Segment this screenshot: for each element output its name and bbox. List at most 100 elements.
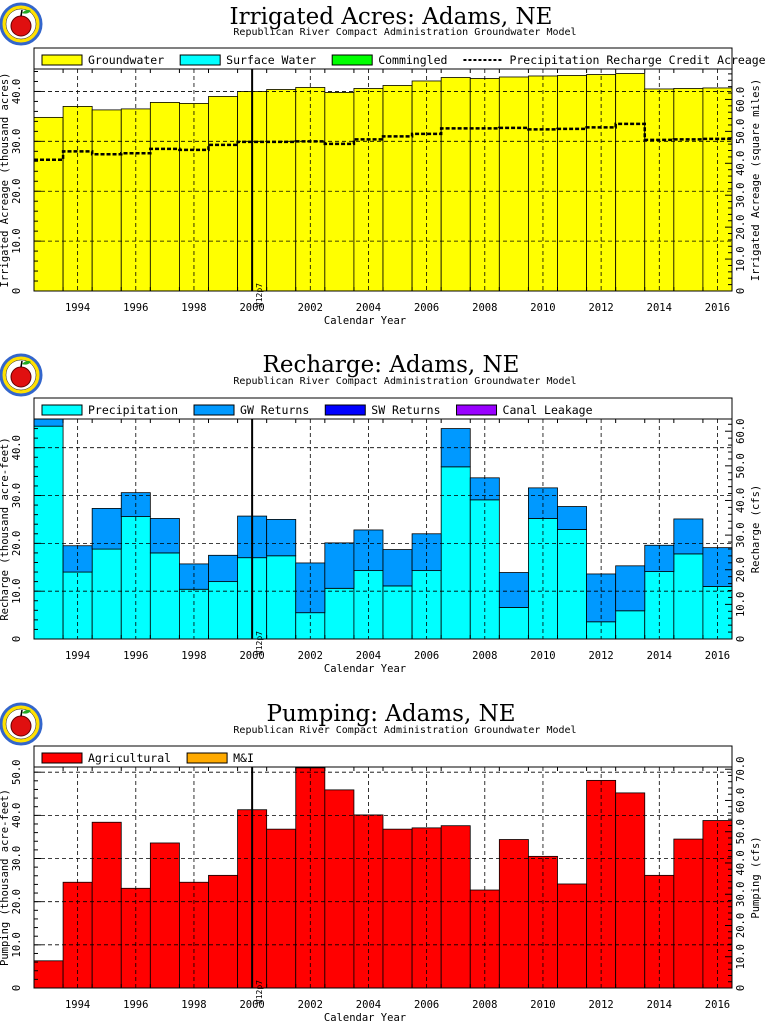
bar-1993 [33, 418, 64, 427]
x-tick-label: 2012 [588, 999, 613, 1011]
bar-1997 [149, 552, 180, 640]
logo-leaf [22, 709, 31, 714]
legend-label: GW Returns [240, 403, 309, 417]
y-tick-label: 30.0 [11, 483, 23, 508]
x-axis-label: Calendar Year [324, 1012, 406, 1024]
y2-tick-label: 20.0 [735, 214, 747, 239]
legend-swatch [41, 752, 83, 764]
bar-2015 [673, 518, 704, 555]
series-gw-returns [33, 418, 733, 623]
x-tick-label: 2006 [414, 650, 439, 662]
legend-entry: Canal Leakage [456, 403, 593, 417]
y2-tick-label: 60.0 [735, 788, 747, 813]
legend-swatch [186, 752, 228, 764]
y-tick-label-zero: 0 [11, 985, 23, 991]
x-tick-label: 1998 [181, 999, 206, 1011]
legend-swatch [324, 404, 366, 416]
legend-label: Groundwater [88, 53, 164, 67]
y-axis-right: 0 10.0 20.0 30.0 40.0 50.0 60.0 70.0 Pumping (cf… [725, 757, 762, 991]
legend-label: SW Returns [371, 403, 440, 417]
y-axis-right: 0 10.0 20.0 30.0 40.0 50.0 60.0 Recharge (cfs) [725, 419, 762, 642]
bar-2007 [440, 825, 471, 989]
y2-tick-label-zero: 0 [735, 288, 747, 294]
x-axis-label: Calendar Year [324, 663, 406, 675]
bar-2005 [382, 828, 413, 989]
legend-swatch [179, 54, 221, 66]
logo-icon [0, 353, 43, 397]
bar-2009 [498, 572, 529, 608]
x-tick-label: 2000 [239, 302, 264, 314]
y-tick-label: 20.0 [11, 179, 23, 204]
legend-swatch [193, 404, 235, 416]
y-tick-label: 40.0 [11, 803, 23, 828]
x-tick-label: 1994 [65, 999, 90, 1011]
x-tick-label: 2010 [530, 999, 555, 1011]
bar-2015 [673, 553, 704, 640]
x-axis: 1994 1996 1998 2000 2002 2004 2006 2008 2010 2012… [33, 419, 733, 675]
y2-tick-label: 30.0 [735, 183, 747, 208]
x-tick-label: 1996 [123, 302, 148, 314]
bar-1993 [33, 960, 64, 989]
y2-tick-label: 60.0 [735, 87, 747, 112]
bar-2007 [440, 466, 471, 640]
x-tick-label: 2002 [298, 302, 323, 314]
chart-title: Irrigated Acres: Adams, NE [230, 4, 553, 30]
bar-2009 [498, 607, 529, 640]
bar-1996 [120, 108, 151, 292]
legend-label: Precipitation [88, 403, 178, 417]
legend-swatch [41, 54, 83, 66]
bar-2011 [557, 883, 587, 989]
legend-entry: Precipitation [41, 403, 178, 417]
y2-tick-label-zero: 0 [735, 636, 747, 642]
y2-tick-label: 50.0 [735, 119, 747, 144]
version-marker-label: V12p7 [255, 283, 264, 307]
legend-entry: M&I [186, 751, 254, 765]
bar-2011 [557, 75, 587, 292]
bar-1993 [33, 116, 64, 292]
bar-2014 [644, 544, 675, 572]
chart-title: Pumping: Adams, NE [267, 701, 516, 727]
x-tick-label: 2012 [588, 302, 613, 314]
x-tick-label: 2012 [588, 650, 613, 662]
legend-label: M&I [233, 751, 254, 765]
x-tick-label: 2000 [239, 999, 264, 1011]
logo-apple [10, 715, 32, 737]
y-tick-label: 20.0 [11, 889, 23, 914]
bar-2005 [382, 85, 413, 292]
x-tick-label: 2008 [472, 999, 497, 1011]
legend-swatch [331, 54, 373, 66]
grid [34, 419, 732, 639]
bar-2004 [353, 529, 384, 572]
bar-2010 [528, 518, 558, 640]
x-tick-label: 2004 [356, 650, 381, 662]
y-tick-label: 40.0 [11, 435, 23, 460]
y-axis-label: Irrigated Acreage (thousand acres) [0, 73, 11, 288]
x-tick-label: 2002 [298, 999, 323, 1011]
x-tick-label: 2016 [705, 999, 730, 1011]
grid [34, 767, 732, 988]
x-tick-label: 2006 [414, 302, 439, 314]
legend-label: Surface Water [226, 53, 316, 67]
bar-2009 [498, 839, 529, 989]
chart-subtitle: Republican River Compact Administration … [233, 376, 576, 387]
y2-axis-label: Recharge (cfs) [750, 485, 762, 574]
y-tick-label: 20.0 [11, 531, 23, 556]
y2-tick-label: 60.0 [735, 419, 747, 444]
chart-subtitle: Republican River Compact Administration … [233, 725, 576, 736]
bar-2001 [266, 828, 297, 989]
y-tick-label: 10.0 [11, 228, 23, 253]
bar-1997 [149, 518, 180, 554]
bar-1995 [91, 508, 122, 550]
y2-tick-label: 10.0 [735, 246, 747, 271]
x-tick-label: 2016 [705, 302, 730, 314]
x-tick-label: 2006 [414, 999, 439, 1011]
bar-2005 [382, 585, 413, 640]
x-tick-label: 1996 [123, 999, 148, 1011]
bar-1999 [208, 874, 238, 989]
y2-tick-label: 50.0 [735, 819, 747, 844]
y2-tick-label: 20.0 [735, 557, 747, 582]
legend-label: Agricultural [88, 751, 171, 765]
x-tick-label: 2004 [356, 999, 381, 1011]
